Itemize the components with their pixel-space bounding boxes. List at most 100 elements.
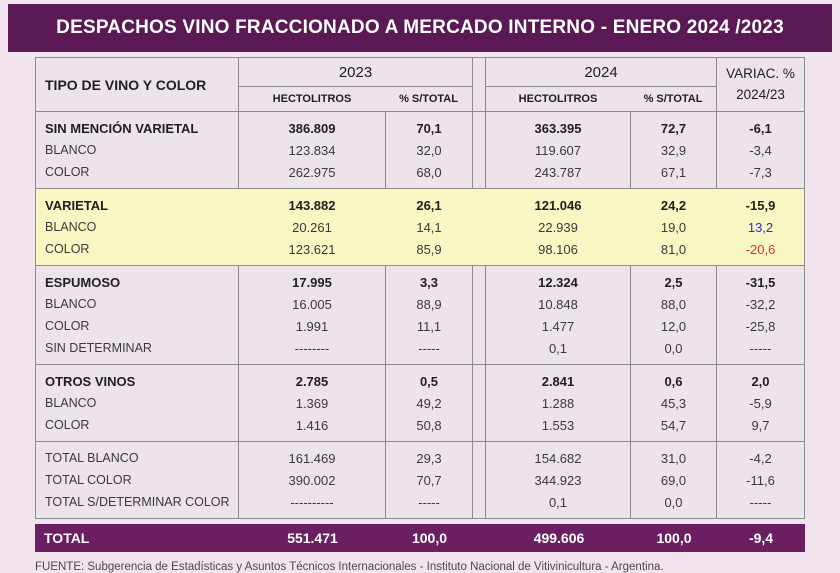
cell-value: 9,7 xyxy=(716,414,804,441)
cell-value: 24,2 xyxy=(660,197,687,213)
cell-value: 262.975 xyxy=(238,161,385,188)
row-label: COLOR xyxy=(45,165,90,179)
row-label: BLANCO xyxy=(45,396,97,410)
table-row: SIN DETERMINAR -------- ----- 0,1 0,0 ----- xyxy=(36,337,804,364)
table-row: BLANCO 16.005 88,9 10.848 88,0 -32,2 xyxy=(36,293,804,315)
table-section: TOTAL BLANCO 161.469 29,3 154.682 31,0 -4,2 TO… xyxy=(36,441,804,518)
cell-value: 344.923 xyxy=(534,472,582,488)
table-section-highlighted: VARIETAL 143.882 26,1 121.046 24,2 -15,9 BLANC… xyxy=(36,188,804,265)
row-label: TOTAL COLOR xyxy=(45,473,132,487)
cell-value: 1.369 xyxy=(238,392,385,414)
row-label: VARIETAL xyxy=(45,197,109,213)
cell-value: 2,0 xyxy=(716,365,804,392)
cell-value: 11,1 xyxy=(385,315,472,337)
column-header-hectolitros-2023: HECTOLITROS xyxy=(238,86,385,111)
column-divider xyxy=(472,293,486,315)
column-header-tipo: TIPO DE VINO Y COLOR xyxy=(45,76,207,93)
total-row: TOTAL 551.471 100,0 499.606 100,0 -9,4 xyxy=(35,524,805,552)
column-divider xyxy=(472,216,486,238)
data-table: TIPO DE VINO Y COLOR 2023 2024 VARIAC. %… xyxy=(35,57,805,519)
cell-value: 1.991 xyxy=(238,315,385,337)
cell-value: 0,0 xyxy=(630,337,716,364)
column-header-pct-2024: % S/TOTAL xyxy=(630,86,716,111)
row-label: SIN DETERMINAR xyxy=(45,341,152,355)
cell-value: -20,6 xyxy=(745,241,776,257)
cell-value: 72,7 xyxy=(630,112,716,139)
table-body: SIN MENCIÓN VARIETAL 386.809 70,1 363.395 72… xyxy=(36,112,804,518)
cell-value: 45,3 xyxy=(630,392,716,414)
cell-value: 1.288 xyxy=(541,395,575,411)
cell-value: 243.787 xyxy=(534,164,582,180)
cell-value: 10.848 xyxy=(538,296,578,312)
column-divider xyxy=(472,266,486,293)
table-row: BLANCO 20.261 14,1 22.939 19,0 13,2 xyxy=(36,216,804,238)
column-group-2023: 2023 xyxy=(238,58,472,86)
table-row: BLANCO 1.369 49,2 1.288 45,3 -5,9 xyxy=(36,392,804,414)
table-header: TIPO DE VINO Y COLOR 2023 2024 VARIAC. %… xyxy=(36,58,804,112)
column-divider xyxy=(472,442,486,469)
cell-value: -32,2 xyxy=(716,293,804,315)
cell-value: 0,1 xyxy=(548,340,568,356)
row-label: BLANCO xyxy=(45,297,97,311)
cell-value: 29,3 xyxy=(385,442,472,469)
cell-value: 154.682 xyxy=(534,450,582,466)
page-title: DESPACHOS VINO FRACCIONADO A MERCADO INT… xyxy=(8,4,832,52)
total-hectolitros-2024: 499.606 xyxy=(533,530,585,546)
column-divider xyxy=(472,161,486,188)
cell-value: ----- xyxy=(716,491,804,518)
cell-value: 363.395 xyxy=(534,120,582,136)
cell-value: 0,6 xyxy=(630,365,716,392)
cell-value: 2.841 xyxy=(541,373,575,389)
cell-value: 19,0 xyxy=(660,219,687,235)
cell-value: 0,5 xyxy=(385,365,472,392)
cell-value: ----- xyxy=(385,337,472,364)
variac-label-line2: 2024/23 xyxy=(736,86,785,102)
cell-value: 81,0 xyxy=(660,241,687,257)
cell-value: 49,2 xyxy=(385,392,472,414)
cell-value: 123.834 xyxy=(238,139,385,161)
cell-value: 22.939 xyxy=(538,219,578,235)
cell-value: 16.005 xyxy=(238,293,385,315)
total-pct-2023: 100,0 xyxy=(411,530,448,546)
cell-value: 32,9 xyxy=(630,139,716,161)
total-pct-2024: 100,0 xyxy=(656,530,692,546)
column-divider xyxy=(472,189,486,216)
cell-value: -11,6 xyxy=(716,469,804,491)
total-hectolitros-2023: 551.471 xyxy=(287,530,338,546)
cell-value: 390.002 xyxy=(238,469,385,491)
column-divider xyxy=(472,112,486,139)
table-section: SIN MENCIÓN VARIETAL 386.809 70,1 363.395 72… xyxy=(36,112,804,188)
column-divider xyxy=(472,414,486,441)
table-row: COLOR 123.621 85,9 98.106 81,0 -20,6 xyxy=(36,238,804,265)
cell-value: 88,0 xyxy=(630,293,716,315)
column-header-variacion: VARIAC. % 2024/23 xyxy=(716,58,804,111)
cell-value: 67,1 xyxy=(630,161,716,188)
cell-value: 13,2 xyxy=(747,219,774,235)
cell-value: -3,4 xyxy=(716,139,804,161)
cell-value: 0,1 xyxy=(548,494,568,510)
table-row: OTROS VINOS 2.785 0,5 2.841 0,6 2,0 xyxy=(36,365,804,392)
cell-value: 85,9 xyxy=(416,241,442,257)
cell-value: 26,1 xyxy=(416,197,442,213)
cell-value: 1.553 xyxy=(541,417,575,433)
row-label: TOTAL S/DETERMINAR COLOR xyxy=(45,495,230,509)
column-divider xyxy=(472,392,486,414)
cell-value: 12.324 xyxy=(538,274,578,290)
column-divider xyxy=(472,315,486,337)
cell-value: 143.882 xyxy=(288,197,336,213)
cell-value: 31,0 xyxy=(630,442,716,469)
cell-value: 12,0 xyxy=(630,315,716,337)
cell-value: ----- xyxy=(385,491,472,518)
column-divider xyxy=(472,469,486,491)
cell-value: 20.261 xyxy=(292,219,332,235)
cell-value: 2.785 xyxy=(238,365,385,392)
cell-value: -31,5 xyxy=(716,266,804,293)
cell-value: 1.477 xyxy=(541,318,575,334)
cell-value: ---------- xyxy=(238,491,385,518)
table-row: ESPUMOSO 17.995 3,3 12.324 2,5 -31,5 xyxy=(36,266,804,293)
table-row: TOTAL BLANCO 161.469 29,3 154.682 31,0 -4,2 xyxy=(36,442,804,469)
column-group-2024: 2024 xyxy=(584,63,618,81)
column-header-pct-2023: % S/TOTAL xyxy=(385,86,472,111)
table-row: COLOR 1.991 11,1 1.477 12,0 -25,8 xyxy=(36,315,804,337)
row-label: BLANCO xyxy=(45,143,97,157)
